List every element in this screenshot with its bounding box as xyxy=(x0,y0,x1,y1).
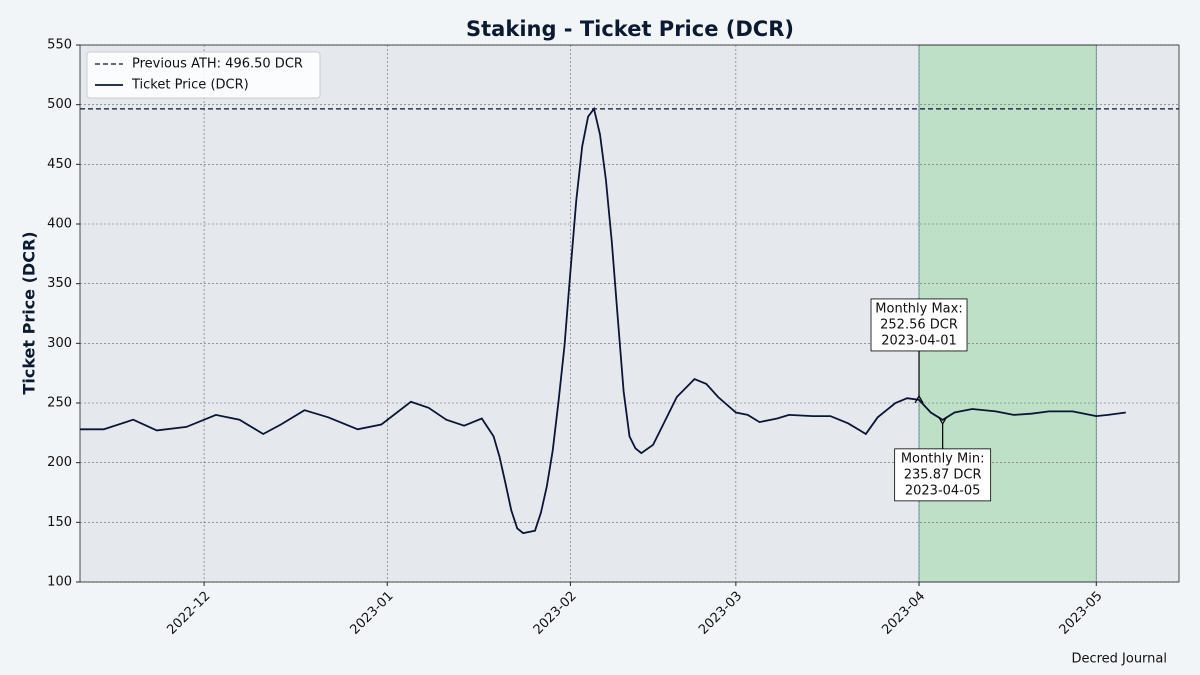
y-tick-label: 400 xyxy=(47,217,72,232)
x-tick-label: 2022-12 xyxy=(164,589,213,638)
annotation-arrowhead xyxy=(938,416,948,426)
line xyxy=(80,106,1126,535)
y-tick-label: 250 xyxy=(47,396,72,411)
x-tick-label: 2023-02 xyxy=(531,589,580,638)
y-axis-label: Ticket Price (DCR) xyxy=(20,231,39,394)
annotation-text: Monthly Min: xyxy=(901,451,985,466)
y-tick-label: 500 xyxy=(47,97,72,112)
plot-frame xyxy=(79,44,1180,583)
legend: Previous ATH: 496.50 DCR Ticket Price (DC… xyxy=(86,51,321,99)
x-tick-label: 2023-03 xyxy=(696,589,745,638)
legend-label: Ticket Price (DCR) xyxy=(131,78,249,93)
source: Decred Journal xyxy=(1071,652,1167,667)
annotation-text: Monthly Max: xyxy=(875,301,962,316)
annotation-text: 2023-04-05 xyxy=(905,483,981,498)
legend-label: Previous ATH: 496.50 DCR xyxy=(132,57,303,72)
legend-box xyxy=(86,51,321,99)
annotation-box xyxy=(894,448,992,502)
chart-title: Staking - Ticket Price (DCR) xyxy=(466,17,794,41)
y-tick-label: 350 xyxy=(47,276,72,291)
annotation-text: 235.87 DCR xyxy=(904,467,982,482)
y-tick-label: 100 xyxy=(47,575,72,590)
y-tick-label: 550 xyxy=(47,38,72,53)
annotation-arrowhead xyxy=(914,394,924,404)
x-tick-label: 2023-04 xyxy=(879,589,928,638)
y-tick-label: 300 xyxy=(47,336,72,351)
x-tick-label: 2023-01 xyxy=(348,589,397,638)
annotation-box xyxy=(870,298,968,352)
y-tick-label: 200 xyxy=(47,455,72,470)
y-tick-label: 450 xyxy=(47,157,72,172)
annotation-text: 252.56 DCR xyxy=(880,317,958,332)
y-tick-label: 150 xyxy=(47,515,72,530)
annotation-text: 2023-04-01 xyxy=(881,333,957,348)
x-tick-label: 2023-05 xyxy=(1057,589,1106,638)
